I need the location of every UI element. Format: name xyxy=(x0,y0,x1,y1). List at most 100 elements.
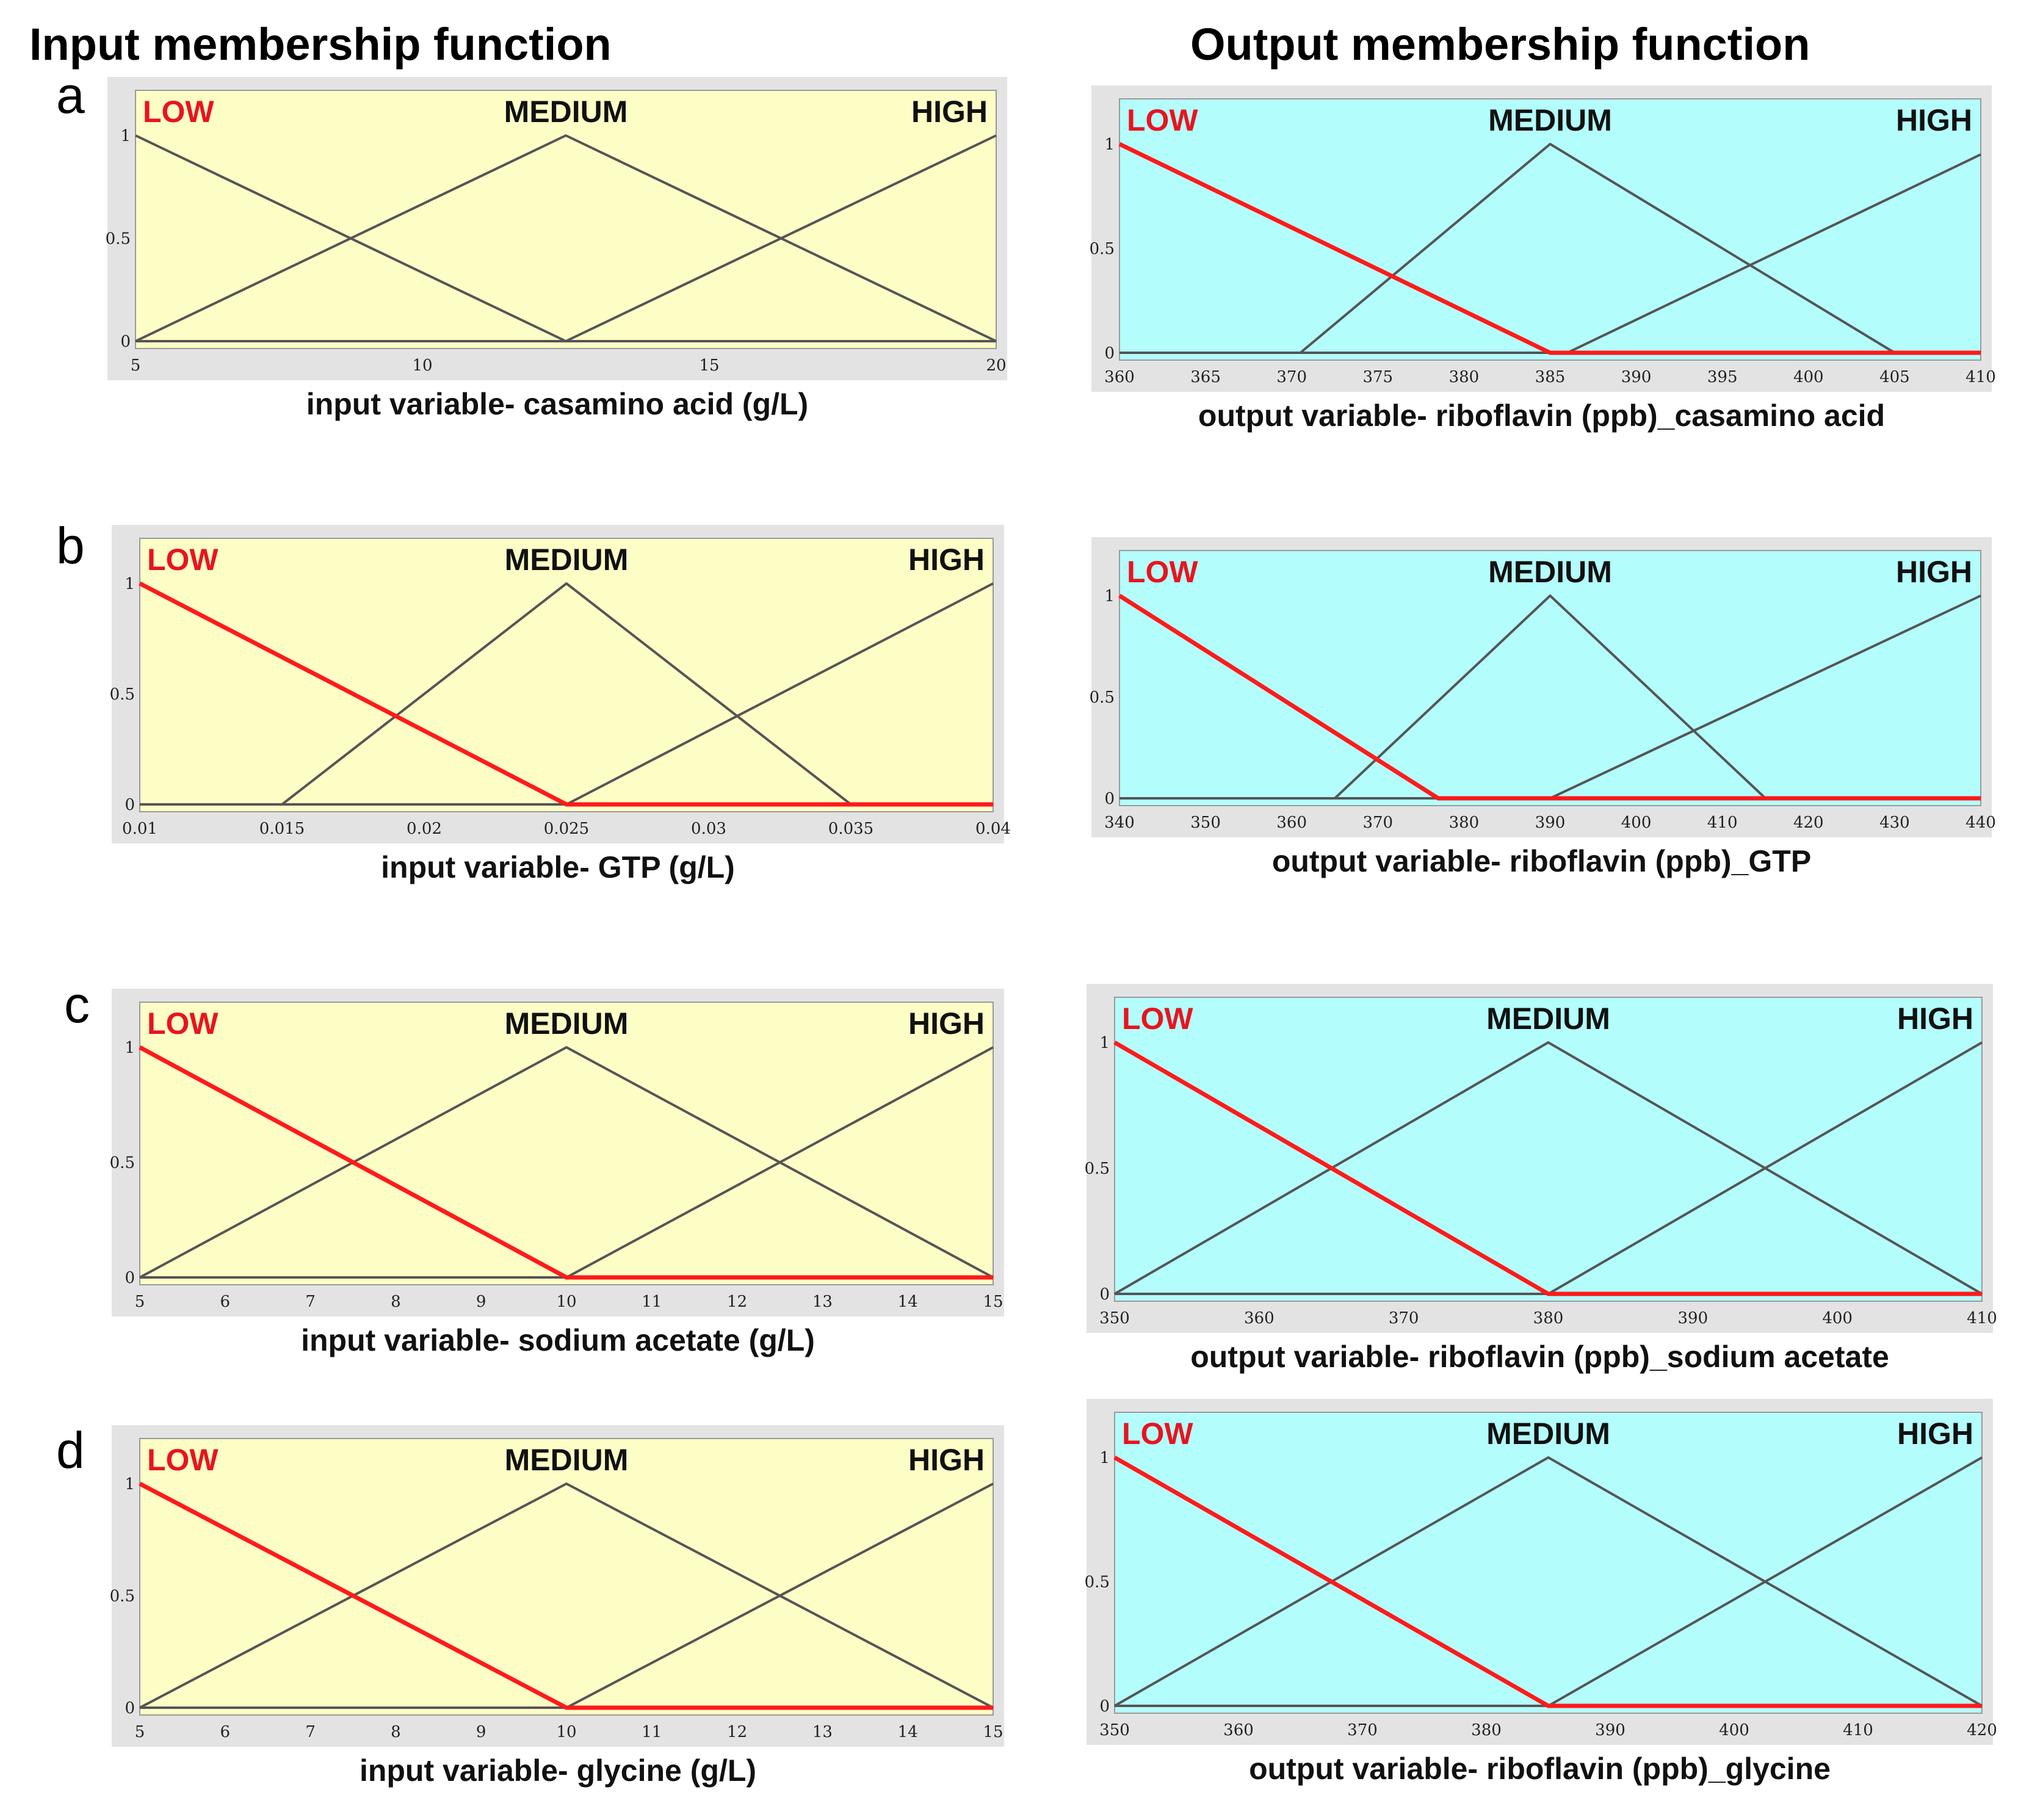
x-tick-label: 7 xyxy=(305,1293,316,1311)
x-tick-label: 390 xyxy=(1678,1309,1709,1327)
x-tick-label: 9 xyxy=(476,1293,486,1311)
x-tick-label: 8 xyxy=(391,1293,401,1311)
x-tick-label: 410 xyxy=(1966,368,1996,386)
x-tick-label: 0.015 xyxy=(259,820,305,838)
x-axis-label: input variable- glycine (g/L) xyxy=(360,1753,756,1788)
plot-a-output: 0 0.5 1 360 365 370 375 380 385 390 395 400 405 410 LO… xyxy=(1090,85,1996,433)
term-label-high: HIGH xyxy=(1897,1002,1973,1036)
y-tick-label: 0.5 xyxy=(1085,1573,1110,1592)
x-tick-label: 9 xyxy=(476,1723,486,1741)
x-tick-label: 400 xyxy=(1822,1309,1853,1327)
term-label-medium: MEDIUM xyxy=(504,95,628,129)
x-axis-label: output variable- riboflavin (ppb)_glycin… xyxy=(1249,1752,1831,1786)
y-tick-label: 0.5 xyxy=(110,1154,135,1172)
x-tick-label: 350 xyxy=(1099,1309,1130,1327)
term-label-medium: MEDIUM xyxy=(505,543,629,577)
y-tick-label: 0 xyxy=(125,1699,135,1717)
y-tick-label: 0 xyxy=(1104,344,1115,363)
x-tick-label: 410 xyxy=(1967,1309,1997,1327)
term-label-low: LOW xyxy=(1127,555,1198,589)
series-line-low xyxy=(139,1481,993,1710)
x-tick-label: 5 xyxy=(135,1723,145,1741)
x-tick-label: 350 xyxy=(1190,814,1221,832)
term-label-high: HIGH xyxy=(908,1006,985,1041)
series-line-high xyxy=(136,134,997,342)
x-axis-label: output variable- riboflavin (ppb)_sodium… xyxy=(1190,1340,1889,1374)
y-tick-label: 1 xyxy=(125,1475,135,1493)
term-label-low: LOW xyxy=(1122,1002,1193,1036)
input-column-heading: Input membership function xyxy=(29,19,612,70)
x-tick-label: 370 xyxy=(1276,368,1307,386)
output-column-heading: Output membership function xyxy=(1190,19,1810,70)
term-label-medium: MEDIUM xyxy=(1488,103,1612,137)
series-line-medium xyxy=(1114,1456,1983,1707)
x-tick-label: 370 xyxy=(1347,1721,1378,1739)
series-line-low xyxy=(1118,594,1981,801)
term-label-low: LOW xyxy=(143,95,214,129)
series-line-medium xyxy=(139,1046,994,1279)
plot-area xyxy=(139,1002,994,1285)
plot-b-output: 0 0.5 1 340 350 360 370 380 390 400 410 420 430 440 LO… xyxy=(1090,537,1996,878)
x-tick-label: 395 xyxy=(1707,368,1738,386)
x-tick-label: 360 xyxy=(1276,814,1307,832)
x-tick-label: 410 xyxy=(1707,814,1738,832)
x-tick-label: 380 xyxy=(1533,1309,1564,1327)
series-line-low xyxy=(1113,1455,1982,1708)
row-label-a: a xyxy=(56,67,85,124)
x-tick-label: 6 xyxy=(220,1293,231,1311)
x-tick-label: 15 xyxy=(699,356,719,375)
x-axis-label: input variable- casamino acid (g/L) xyxy=(306,387,808,421)
x-tick-label: 400 xyxy=(1793,368,1824,386)
series-line-low xyxy=(139,581,993,807)
term-label-low: LOW xyxy=(147,1443,219,1477)
y-tick-label: 0.5 xyxy=(110,685,135,704)
y-tick-label: 1 xyxy=(1099,1449,1110,1467)
x-tick-label: 360 xyxy=(1244,1309,1275,1327)
plot-area xyxy=(1119,98,1981,361)
x-tick-label: 430 xyxy=(1879,814,1910,832)
x-tick-label: 360 xyxy=(1104,368,1135,386)
term-label-low: LOW xyxy=(1127,103,1198,137)
x-tick-label: 340 xyxy=(1104,814,1135,832)
term-label-high: HIGH xyxy=(1897,1417,1973,1451)
series-line-medium xyxy=(139,1482,994,1709)
x-tick-label: 0.04 xyxy=(975,820,1011,838)
x-tick-label: 0.035 xyxy=(828,820,873,838)
x-tick-label: 360 xyxy=(1223,1721,1254,1739)
y-tick-label: 0.5 xyxy=(1090,688,1115,707)
x-tick-label: 400 xyxy=(1621,814,1652,832)
x-tick-label: 370 xyxy=(1389,1309,1419,1327)
y-tick-label: 0.5 xyxy=(1085,1160,1110,1178)
x-tick-label: 350 xyxy=(1099,1721,1130,1739)
y-tick-label: 1 xyxy=(1104,587,1115,605)
series-line-low xyxy=(139,1045,993,1280)
x-tick-label: 380 xyxy=(1471,1721,1502,1739)
x-tick-label: 11 xyxy=(642,1293,662,1311)
x-tick-label: 10 xyxy=(556,1723,576,1741)
x-tick-label: 0.01 xyxy=(122,820,157,838)
series-line-medium xyxy=(1113,1041,1983,1295)
x-tick-label: 15 xyxy=(983,1293,1003,1311)
x-tick-label: 11 xyxy=(642,1723,662,1741)
plot-area xyxy=(139,1438,994,1716)
x-tick-label: 15 xyxy=(983,1723,1003,1741)
y-tick-label: 0 xyxy=(1099,1697,1110,1716)
row-label-b: b xyxy=(56,517,85,574)
x-axis-label: input variable- sodium acetate (g/L) xyxy=(301,1323,815,1357)
term-label-high: HIGH xyxy=(1896,555,1972,589)
plot-area xyxy=(1114,1412,1983,1714)
y-tick-label: 0 xyxy=(125,796,135,814)
x-tick-label: 385 xyxy=(1535,368,1566,386)
term-label-low: LOW xyxy=(147,1006,219,1041)
x-tick-label: 7 xyxy=(305,1723,316,1741)
plot-area xyxy=(135,90,997,349)
plot-d-output: 0 0.5 1 350 360 370 380 390 400 410 420 LOW MEDIUM HI… xyxy=(1085,1399,1997,1786)
x-tick-label: 10 xyxy=(412,356,432,375)
term-label-medium: MEDIUM xyxy=(505,1006,629,1041)
x-tick-label: 440 xyxy=(1966,814,1996,832)
x-tick-label: 375 xyxy=(1362,368,1393,386)
series-line-low xyxy=(1113,1040,1982,1296)
x-tick-label: 20 xyxy=(986,356,1006,375)
